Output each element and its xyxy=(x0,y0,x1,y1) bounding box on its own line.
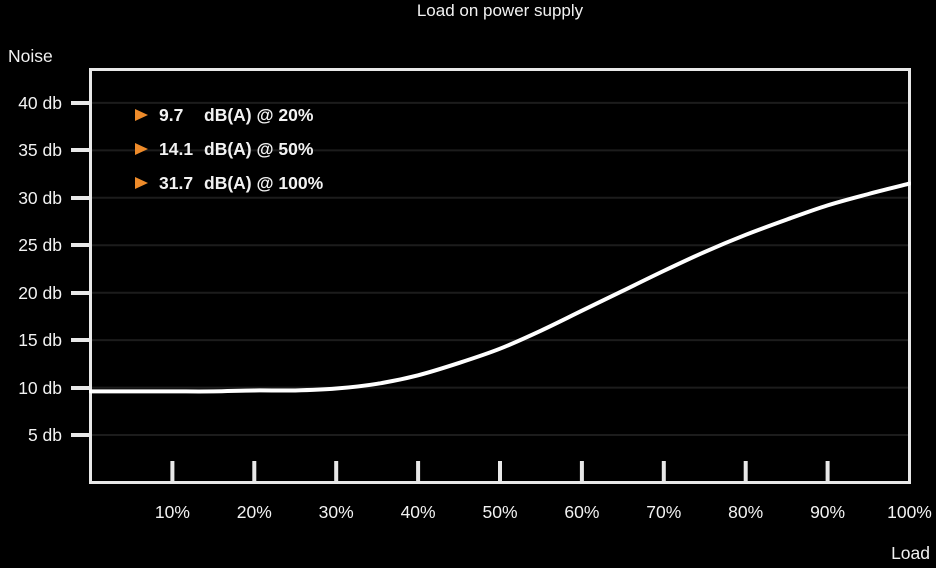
legend-detail: dB(A) @ 100% xyxy=(204,172,324,193)
x-tick xyxy=(743,461,748,481)
x-tick-label: 100% xyxy=(887,502,932,522)
x-tick xyxy=(170,461,175,481)
plot-area xyxy=(89,68,911,484)
x-tick xyxy=(661,461,666,481)
y-tick xyxy=(71,148,89,153)
y-tick-label: 15 db xyxy=(18,330,62,351)
y-tick-label: 20 db xyxy=(18,282,62,303)
y-tick xyxy=(71,433,89,438)
y-tick xyxy=(71,243,89,248)
arrow-right-icon xyxy=(135,177,148,189)
legend-item: 14.1 dB(A) @ 50% xyxy=(135,138,323,160)
y-tick-label: 10 db xyxy=(18,377,62,398)
x-tick-label: 30% xyxy=(318,502,354,522)
x-axis-title: Load xyxy=(891,543,930,563)
legend-item: 31.7 dB(A) @ 100% xyxy=(135,172,323,194)
x-tick xyxy=(579,461,584,481)
x-tick xyxy=(498,461,502,481)
x-tick-label: 80% xyxy=(728,502,764,522)
legend-detail: dB(A) @ 50% xyxy=(204,138,314,159)
x-tick-label: 10% xyxy=(154,502,190,522)
legend-detail: dB(A) @ 20% xyxy=(204,104,314,125)
x-tick xyxy=(416,461,421,481)
y-tick xyxy=(71,338,89,343)
y-tick xyxy=(71,385,89,390)
x-tick-label: 40% xyxy=(400,502,436,522)
plot-border xyxy=(89,68,911,484)
noise-curve xyxy=(89,181,911,394)
legend-value: 9.7 xyxy=(159,104,184,125)
y-tick-label: 35 db xyxy=(18,140,62,161)
x-tick-label: 20% xyxy=(236,502,272,522)
chart-title: Load on power supply xyxy=(416,1,584,20)
y-tick-label: 25 db xyxy=(18,235,62,256)
x-tick-label: 60% xyxy=(564,502,600,522)
y-tick xyxy=(71,100,89,105)
x-tick-label: 50% xyxy=(482,502,518,522)
y-tick xyxy=(71,290,89,295)
y-tick-label: 30 db xyxy=(18,187,62,208)
arrow-right-icon xyxy=(135,109,148,121)
x-tick xyxy=(252,461,257,481)
legend-value: 31.7 xyxy=(159,172,194,193)
y-tick xyxy=(71,195,89,200)
legend-item: 9.7 dB(A) @ 20% xyxy=(135,104,323,126)
x-tick xyxy=(334,461,339,481)
x-tick-label: 70% xyxy=(646,502,682,522)
legend: 9.7 dB(A) @ 20% 14.1 dB(A) @ 50% 31.7 dB(A) @… xyxy=(135,104,323,206)
legend-value: 14.1 xyxy=(159,138,194,159)
y-tick-label: 40 db xyxy=(18,92,62,113)
y-axis-title: Noise xyxy=(8,46,53,66)
x-tick-label: 90% xyxy=(810,502,846,522)
arrow-right-icon xyxy=(135,143,148,155)
x-tick xyxy=(825,461,830,481)
y-tick-label: 5 db xyxy=(27,425,62,446)
